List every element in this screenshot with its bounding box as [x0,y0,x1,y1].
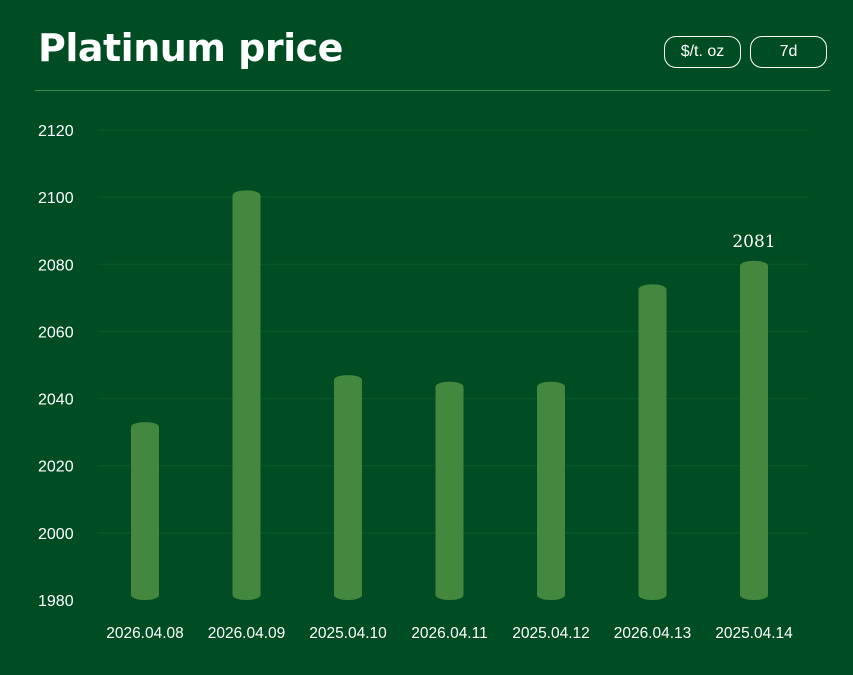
y-tick-label: 2000 [38,526,74,543]
bars [131,190,768,600]
x-tick-label: 2026.04.09 [208,625,286,642]
y-tick-label: 2040 [38,392,74,409]
x-tick-label: 2025.04.14 [715,625,793,642]
y-tick-label: 1980 [38,593,74,610]
y-tick-label: 2100 [38,190,74,207]
x-tick-label: 2025.04.10 [309,625,387,642]
y-axis: 1980 2000 2020 2040 2060 2080 2100 2120 [38,123,74,610]
unit-selector-button[interactable]: $/t. oz [664,36,741,68]
bar [638,284,667,600]
bar [131,422,159,600]
chart-title: Platinum price [38,26,343,70]
y-tick-label: 2080 [38,257,74,274]
header-divider [35,90,830,91]
y-tick-label: 2060 [38,324,74,341]
x-tick-label: 2026.04.13 [614,625,692,642]
data-label: 2081 [732,232,775,252]
data-labels: 2081 [732,232,775,252]
x-tick-label: 2026.04.08 [106,625,184,642]
bar [232,190,261,600]
x-tick-label: 2025.04.12 [512,625,590,642]
bar [740,260,768,600]
y-tick-label: 2120 [38,123,74,140]
y-tick-label: 2020 [38,459,74,476]
bar [537,381,565,600]
x-axis: 2026.04.08 2026.04.09 2025.04.10 2026.04.11… [106,625,793,642]
x-tick-label: 2026.04.11 [411,625,487,642]
bar [334,375,362,600]
bar [435,381,464,600]
time-range-button[interactable]: 7d [750,36,827,68]
